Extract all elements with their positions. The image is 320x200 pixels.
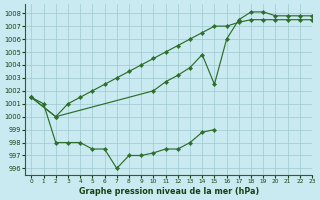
X-axis label: Graphe pression niveau de la mer (hPa): Graphe pression niveau de la mer (hPa) bbox=[78, 187, 259, 196]
